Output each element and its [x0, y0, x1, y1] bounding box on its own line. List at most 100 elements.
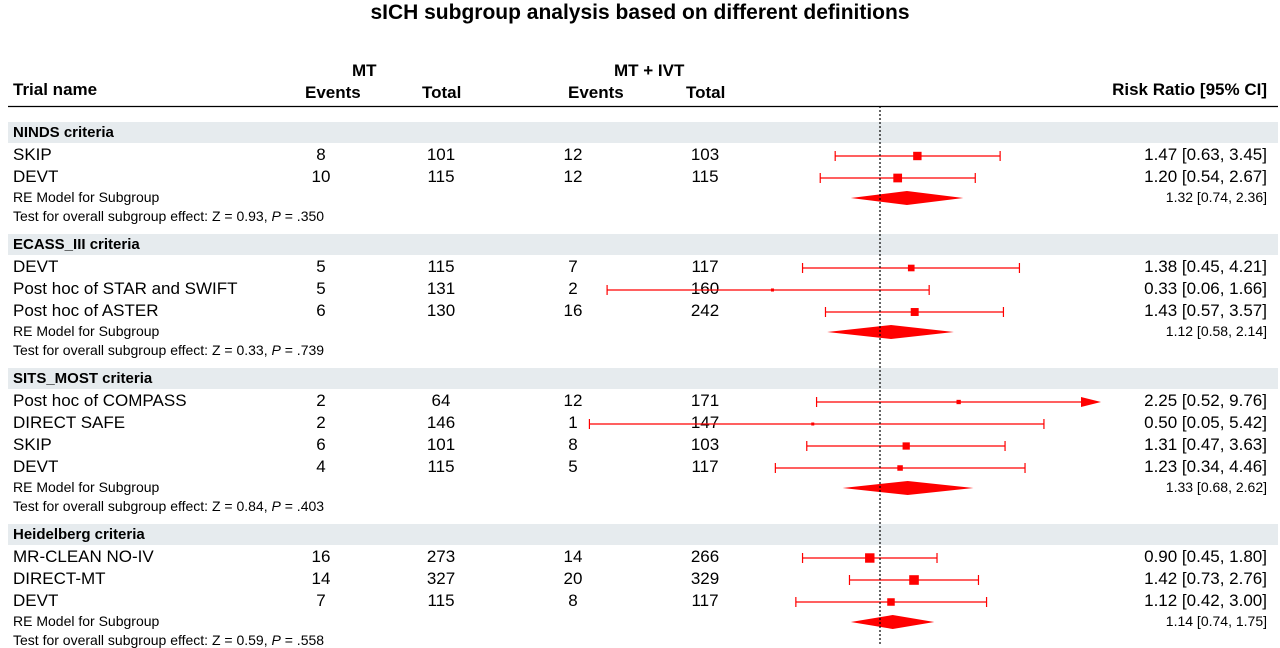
p-value: = .403 — [280, 498, 325, 514]
re-model-label: RE Model for Subgroup — [13, 323, 160, 339]
point-estimate — [913, 151, 922, 161]
re-model-value: 1.32 [0.74, 2.36] — [1165, 189, 1267, 205]
risk-ratio-value: 1.47 [0.63, 3.45] — [1144, 145, 1267, 164]
mt-total-value: 115 — [427, 591, 455, 610]
p-label: P — [271, 208, 281, 224]
mt-group-header: MT — [352, 61, 377, 80]
study-name: MR-CLEAN NO-IV — [13, 547, 154, 566]
mt-events-header: Events — [305, 83, 361, 102]
p-label: P — [271, 342, 281, 358]
ivt-total-value: 242 — [690, 301, 720, 320]
mt-events-value: 5 — [316, 279, 326, 298]
risk-ratio-header: Risk Ratio [95% CI] — [1112, 80, 1267, 99]
subgroup-label: SITS_MOST criteria — [13, 370, 153, 387]
risk-ratio-value: 0.50 [0.05, 5.42] — [1144, 413, 1267, 432]
mt-events-value: 6 — [316, 301, 326, 320]
chart-title: sICH subgroup analysis based on differen… — [370, 1, 910, 24]
mt-total-value: 327 — [426, 569, 456, 588]
risk-ratio-value: 0.33 [0.06, 1.66] — [1144, 279, 1267, 298]
mt-events-value: 4 — [316, 457, 326, 476]
re-model-value: 1.12 [0.58, 2.14] — [1165, 323, 1267, 339]
ivt-total-value: 117 — [691, 457, 719, 476]
subgroup-effect-test: Test for overall subgroup effect: Z = 0.… — [13, 498, 324, 514]
ivt-total-value: 103 — [690, 145, 720, 164]
ivt-total-value: 103 — [690, 435, 720, 454]
subgroup-band — [8, 368, 1278, 389]
re-model-value: 1.33 [0.68, 2.62] — [1165, 479, 1267, 495]
mt-total-value: 64 — [431, 391, 451, 410]
subgroup-band — [8, 524, 1278, 545]
re-model-label: RE Model for Subgroup — [13, 613, 160, 629]
point-estimate — [910, 308, 919, 316]
mt-total-value: 146 — [426, 413, 456, 432]
subgroup-label: NINDS criteria — [13, 124, 114, 141]
study-name: SKIP — [13, 145, 52, 164]
mt-events-value: 10 — [311, 167, 331, 186]
mt-total-value: 115 — [427, 457, 455, 476]
p-label: P — [271, 632, 281, 648]
ivt-total-value: 117 — [691, 257, 719, 276]
mt-events-value: 16 — [311, 547, 331, 566]
ivt-events-value: 20 — [563, 569, 583, 588]
point-estimate — [865, 553, 875, 563]
mt-events-value: 5 — [316, 257, 326, 276]
ivt-events-value: 12 — [563, 167, 583, 186]
risk-ratio-value: 1.42 [0.73, 2.76] — [1144, 569, 1267, 588]
subgroup-band — [8, 234, 1278, 255]
summary-diamond — [827, 325, 954, 339]
point-estimate — [770, 288, 774, 292]
re-model-value: 1.14 [0.74, 1.75] — [1165, 613, 1267, 629]
point-estimate — [909, 575, 919, 585]
study-name: Post hoc of STAR and SWIFT — [13, 279, 238, 298]
risk-ratio-value: 2.25 [0.52, 9.76] — [1144, 391, 1267, 410]
mt-total-value: 131 — [426, 279, 456, 298]
ivt-total-value: 160 — [690, 279, 720, 298]
mt-events-value: 6 — [316, 435, 326, 454]
ci-arrow — [1080, 397, 1101, 407]
p-value: = .350 — [280, 208, 325, 224]
ivt-events-value: 8 — [568, 591, 578, 610]
ivt-total-value: 266 — [690, 547, 720, 566]
ivt-events-value: 16 — [563, 301, 583, 320]
p-label: P — [271, 498, 281, 514]
subgroup-band — [8, 122, 1278, 143]
subgroup-effect-test: Test for overall subgroup effect: Z = 0.… — [13, 342, 324, 358]
risk-ratio-value: 1.12 [0.42, 3.00] — [1144, 591, 1267, 610]
study-name: DIRECT SAFE — [13, 413, 126, 432]
subgroup-effect-test: Test for overall subgroup effect: Z = 0.… — [13, 632, 324, 648]
mt-ivt-group-header: MT + IVT — [614, 61, 685, 80]
test-statistic: Test for overall subgroup effect: Z = 0.… — [13, 632, 272, 648]
mt-total-value: 130 — [426, 301, 456, 320]
mt-events-value: 8 — [316, 145, 326, 164]
point-estimate — [811, 422, 815, 426]
mt-events-value: 7 — [316, 591, 326, 610]
risk-ratio-value: 1.20 [0.54, 2.67] — [1144, 167, 1267, 186]
risk-ratio-value: 1.43 [0.57, 3.57] — [1144, 301, 1267, 320]
study-name: Post hoc of COMPASS — [13, 391, 187, 410]
ivt-total-value: 147 — [690, 413, 720, 432]
ivt-total-value: 115 — [691, 167, 719, 186]
ivt-total-value: 171 — [690, 391, 720, 410]
point-estimate — [956, 399, 961, 405]
trial-name-header: Trial name — [13, 80, 98, 99]
mt-events-value: 14 — [311, 569, 331, 588]
subgroup-label: Heidelberg criteria — [13, 526, 145, 543]
study-name: DEVT — [13, 591, 59, 610]
study-name: DIRECT-MT — [13, 569, 106, 588]
point-estimate — [902, 442, 910, 450]
ivt-events-value: 12 — [563, 391, 583, 410]
p-value: = .739 — [280, 342, 325, 358]
ivt-events-value: 8 — [568, 435, 578, 454]
ivt-events-value: 14 — [563, 547, 583, 566]
risk-ratio-value: 1.38 [0.45, 4.21] — [1144, 257, 1267, 276]
mt-total-value: 273 — [426, 547, 456, 566]
mt-events-value: 2 — [316, 413, 326, 432]
study-name: SKIP — [13, 435, 52, 454]
ivt-events-value: 5 — [568, 457, 578, 476]
risk-ratio-value: 1.31 [0.47, 3.63] — [1144, 435, 1267, 454]
point-estimate — [897, 465, 903, 471]
ivt-events-value: 12 — [563, 145, 583, 164]
mt-total-value: 101 — [426, 435, 456, 454]
study-name: DEVT — [13, 457, 59, 476]
